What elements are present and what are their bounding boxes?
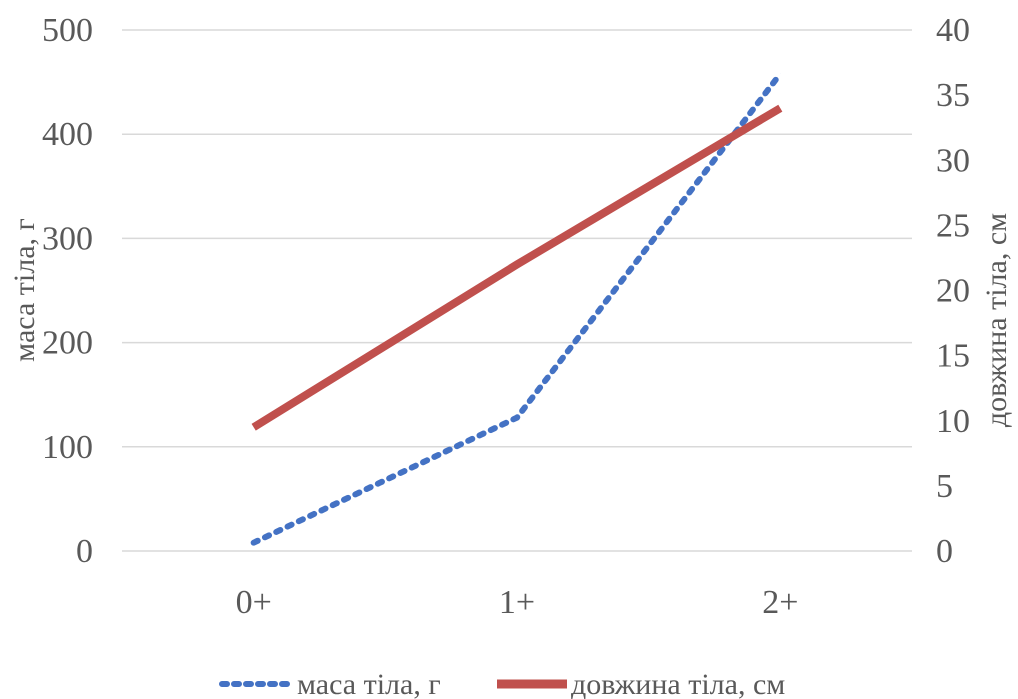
x-tick-label: 1+ [499,584,535,621]
left-tick-label: 100 [42,429,93,466]
left-tick-label: 300 [42,220,93,257]
right-tick-label: 5 [936,468,953,505]
x-axis-ticks: 0+ 1+ 2+ [236,584,799,621]
series-line-mass [250,70,784,546]
left-tick-label: 500 [42,12,93,49]
left-tick-label: 200 [42,325,93,362]
series-line-length [251,104,783,431]
legend-label-length: довжина тіла, см [571,668,785,699]
legend-label-mass: маса тіла, г [297,668,441,699]
series-lines [250,70,784,546]
gridlines [122,29,912,552]
right-tick-label: 25 [936,207,970,244]
x-tick-label: 0+ [236,584,272,621]
left-tick-label: 0 [76,533,93,570]
right-axis-ticks: 0 5 10 15 20 25 30 35 40 [936,12,970,570]
left-axis-ticks: 0 100 200 300 400 500 [42,12,93,570]
right-tick-label: 35 [936,77,970,114]
right-tick-label: 0 [936,533,953,570]
left-tick-label: 400 [42,116,93,153]
right-axis-title: довжина тіла, см [980,213,1013,427]
legend: маса тіла, г довжина тіла, см [219,668,785,699]
right-tick-label: 20 [936,273,970,310]
right-tick-label: 30 [936,142,970,179]
x-tick-label: 2+ [762,584,798,621]
left-axis-title: маса тіла, г [8,218,41,362]
right-tick-label: 15 [936,338,970,375]
right-tick-label: 40 [936,12,970,49]
right-tick-label: 10 [936,403,970,440]
